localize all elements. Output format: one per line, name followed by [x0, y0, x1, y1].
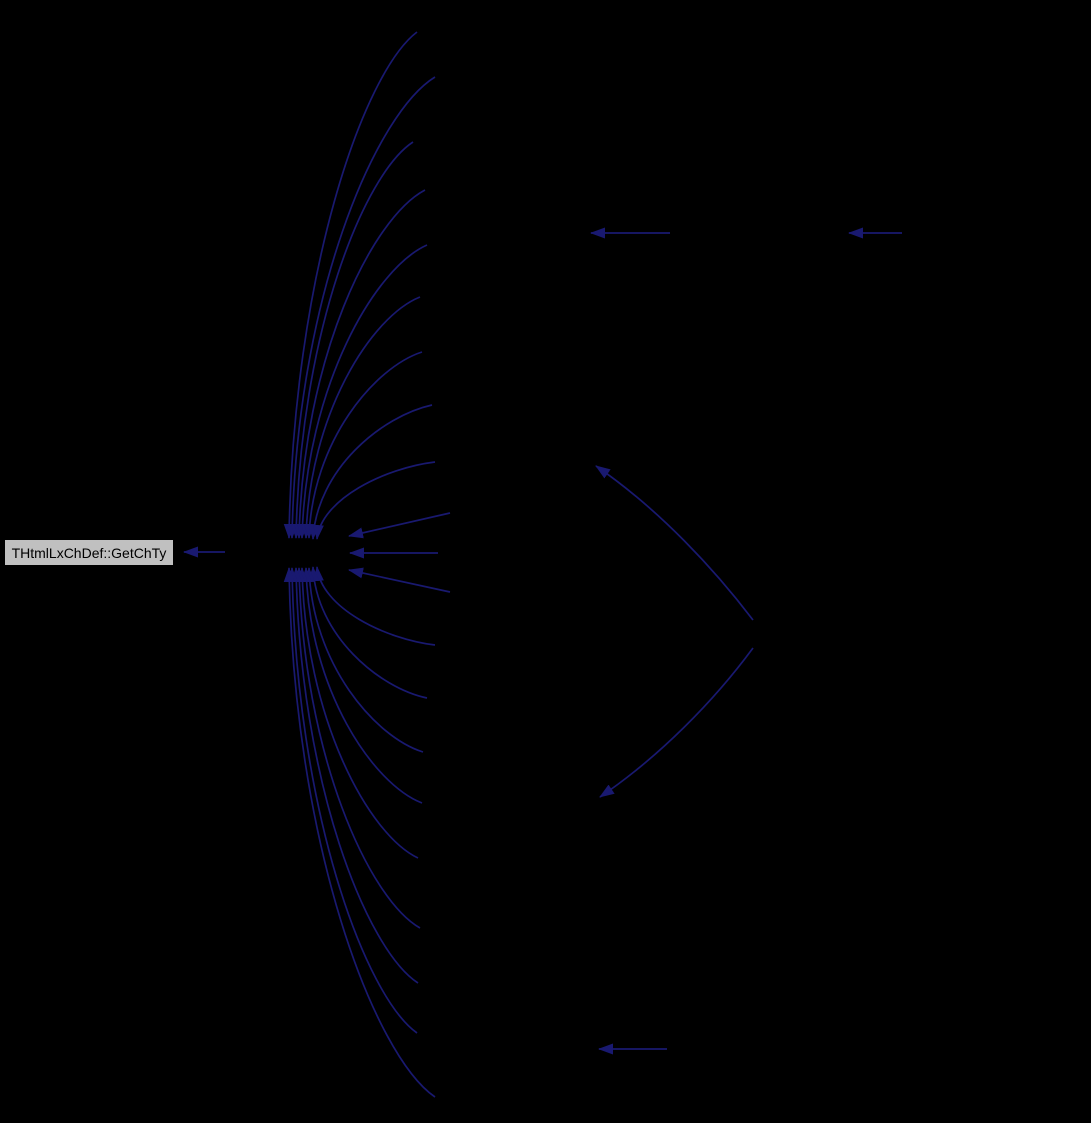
caller-curve-top-4	[293, 189, 426, 539]
caller-curve-bottom-7	[290, 567, 419, 984]
caller-curve-bottom-8	[286, 567, 418, 1034]
caller-line-mid-3	[348, 567, 451, 593]
caller-curve-top-3	[290, 141, 414, 539]
caller-curve-top-2	[286, 76, 436, 539]
caller-line-mid-1	[348, 512, 451, 539]
caller-curve-top-9	[312, 461, 436, 540]
caller-curve-bottom-5	[296, 567, 419, 859]
graph-node-getchty[interactable]: THtmlLxChDef::GetChTy	[4, 539, 174, 566]
caller-curve-bottom-2	[308, 566, 428, 699]
detached-curve-up	[595, 465, 754, 621]
caller-curve-top-5	[296, 244, 428, 539]
caller-curve-top-7	[303, 351, 423, 539]
caller-curve-bottom-4	[300, 567, 423, 804]
detached-curve-down	[599, 647, 754, 798]
caller-curve-bottom-3	[303, 567, 424, 753]
caller-curve-bottom-6	[293, 567, 421, 929]
caller-curve-bottom-9	[283, 567, 436, 1098]
caller-curve-top-6	[300, 296, 421, 539]
caller-curve-top-1	[283, 31, 418, 539]
edge-group	[183, 31, 902, 1098]
graph-node-label: THtmlLxChDef::GetChTy	[11, 544, 167, 561]
caller-curve-top-8	[308, 404, 433, 540]
caller-curve-bottom-1	[312, 566, 436, 646]
